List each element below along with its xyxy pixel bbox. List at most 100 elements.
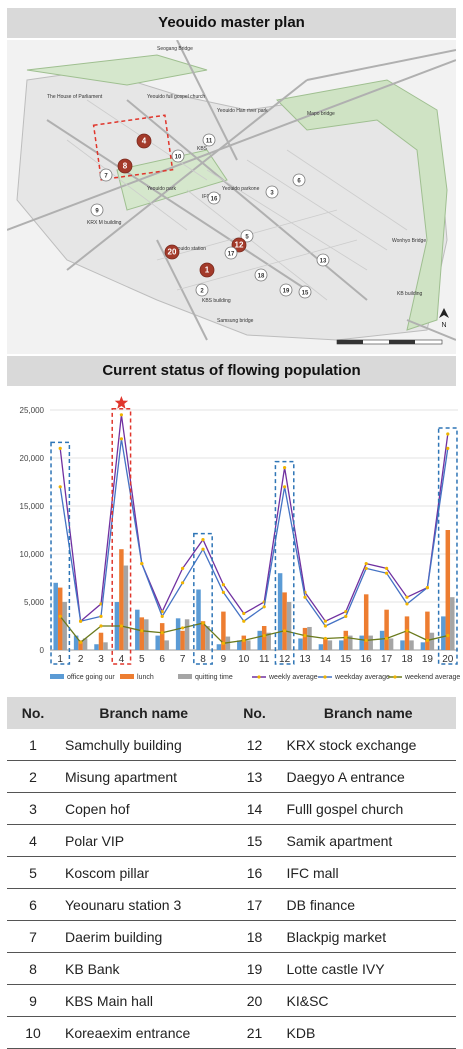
- point-weekend-average: [323, 636, 327, 641]
- branch-name-cell: Samik apartment: [280, 824, 456, 857]
- legend-label: weekly average: [268, 674, 318, 681]
- bar-lunch: [200, 621, 206, 650]
- point-weekly-average: [364, 562, 368, 566]
- svg-text:5: 5: [245, 235, 249, 241]
- branch-marker: 9: [90, 203, 104, 217]
- table-row: 2 Misung apartment 13 Daegyo A entrance: [7, 760, 456, 793]
- point-weekday-average: [344, 614, 348, 618]
- y-tick-label: 0: [40, 646, 45, 655]
- svg-text:KRX M building: KRX M building: [87, 220, 122, 226]
- bar-office-going-our: [216, 644, 222, 650]
- bar-office-going-our: [359, 635, 364, 650]
- bar-lunch: [98, 632, 104, 650]
- bar-quitting-time: [123, 565, 129, 650]
- bar-office-going-our: [441, 616, 446, 650]
- point-weekday-average: [303, 595, 307, 599]
- bar-quitting-time: [266, 632, 271, 650]
- branch-number-cell: 9: [7, 984, 59, 1017]
- bar-office-going-our: [175, 618, 181, 650]
- svg-text:Samsung bridge: Samsung bridge: [217, 318, 254, 324]
- table-row: 5 Koscom pillar 16 IFC mall: [7, 856, 456, 889]
- svg-text:9: 9: [95, 209, 99, 215]
- svg-text:Seogang Bridge: Seogang Bridge: [157, 46, 193, 52]
- bar-lunch: [323, 638, 328, 650]
- x-tick-label: 18: [401, 654, 413, 665]
- point-weekly-average: [323, 619, 327, 623]
- branch-name-cell: Koscom pillar: [59, 856, 229, 889]
- point-weekday-average: [99, 614, 103, 618]
- bar-quitting-time: [409, 640, 414, 650]
- point-weekend-average: [181, 626, 185, 630]
- branch-number-cell: 6: [7, 888, 59, 921]
- branch-number-cell: 15: [228, 824, 281, 857]
- svg-text:KBS building: KBS building: [202, 298, 231, 304]
- point-weekday-average: [385, 571, 389, 575]
- branch-number-cell: 7: [7, 920, 59, 953]
- point-weekly-average: [283, 466, 287, 470]
- svg-text:16: 16: [211, 197, 218, 203]
- highlighted-branch-marker: 4: [136, 133, 152, 149]
- x-tick-label: 4: [119, 654, 125, 665]
- branch-marker: 7: [99, 168, 113, 182]
- branch-marker: 11: [202, 133, 216, 147]
- legend-label: lunch: [137, 674, 154, 681]
- point-weekend-average: [446, 634, 450, 638]
- branch-marker: 17: [224, 246, 238, 260]
- bar-lunch: [425, 611, 430, 650]
- line-weekly-average: [59, 414, 449, 623]
- bar-office-going-our: [257, 630, 262, 650]
- point-weekday-average: [140, 562, 144, 566]
- branch-marker: 13: [316, 253, 330, 267]
- park-strip: [26, 54, 208, 86]
- bar-office-going-our: [73, 635, 79, 650]
- x-tick-label: 14: [320, 654, 332, 665]
- x-tick-label: 11: [259, 654, 270, 665]
- map-place-label: Yeouido station: [172, 246, 206, 252]
- map-place-label: KBS: [197, 146, 208, 152]
- bar-office-going-our: [379, 630, 385, 650]
- point-weekend-average: [385, 636, 389, 641]
- table-header-row: No. Branch name No. Branch name: [7, 697, 456, 729]
- bar-quitting-time: [62, 602, 67, 650]
- point-weekend-average: [58, 614, 62, 618]
- map-place-label: Yeouido full gospel church: [147, 94, 205, 100]
- point-weekend-average: [79, 640, 83, 644]
- branch-name-cell: Copen hof: [59, 792, 229, 825]
- point-weekly-average: [160, 610, 164, 614]
- map-place-label: Yeouido Han river park: [217, 108, 268, 114]
- point-weekend-average: [160, 631, 164, 635]
- x-tick-label: 9: [221, 654, 227, 665]
- table-row: 7 Daerim building 18 Blackpig market: [7, 920, 456, 953]
- bar-quitting-time: [450, 597, 455, 650]
- point-weekly-average: [119, 413, 123, 417]
- map-place-label: Samsung bridge: [217, 318, 254, 324]
- section-title-master-plan: Yeouido master plan: [7, 8, 456, 38]
- branch-number-cell: 8: [7, 952, 59, 985]
- branch-number-cell: 16: [228, 856, 281, 889]
- point-weekly-average: [181, 566, 185, 570]
- table-row: 6 Yeounaru station 3 17 DB finance: [7, 888, 456, 921]
- table-row: 9 KBS Main hall 20 KI&SC: [7, 984, 456, 1017]
- y-tick-label: 25,000: [20, 406, 45, 415]
- legend-marker: [257, 675, 261, 679]
- svg-text:Yeouido full gospel church: Yeouido full gospel church: [147, 94, 205, 100]
- legend-label: weekend average: [404, 674, 460, 681]
- bar-quitting-time: [144, 619, 149, 650]
- branch-name-cell: KB Bank: [59, 952, 229, 985]
- branch-marker: 6: [292, 173, 306, 187]
- x-tick-label: 10: [238, 654, 250, 665]
- x-tick-label: 2: [78, 654, 84, 665]
- point-weekend-average: [364, 638, 368, 642]
- han-river-park: [275, 79, 448, 331]
- yeouido-master-plan-map: Seogang Bridge The House of Parliament Yeo…: [7, 40, 456, 354]
- bar-quitting-time: [327, 640, 333, 650]
- branch-name-cell: DB finance: [280, 888, 456, 921]
- bar-lunch: [119, 549, 124, 650]
- bar-office-going-our: [155, 635, 160, 650]
- bar-quitting-time: [286, 602, 292, 650]
- branch-marker: 15: [298, 285, 312, 299]
- branch-number-cell: 20: [228, 984, 281, 1017]
- highlighted-branch-marker: 20: [164, 244, 180, 260]
- point-weekday-average: [181, 581, 185, 585]
- branch-name-cell: Samchully building: [59, 729, 229, 761]
